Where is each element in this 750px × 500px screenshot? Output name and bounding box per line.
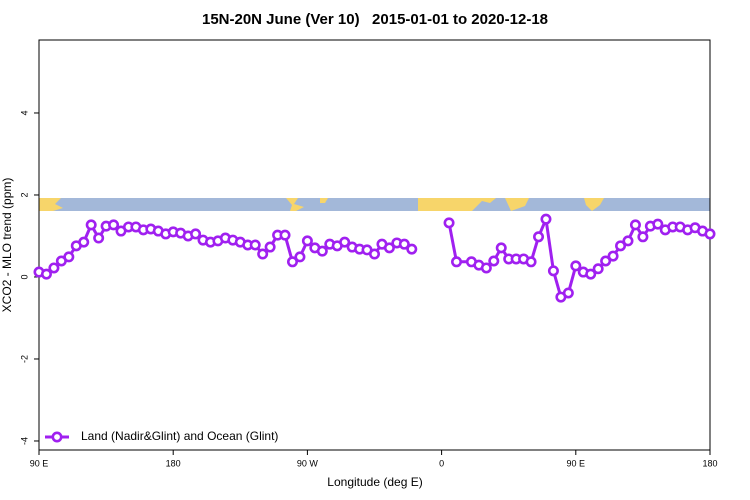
legend-marker bbox=[51, 431, 63, 443]
point bbox=[562, 287, 574, 299]
x-tick-label: 90 W bbox=[297, 458, 319, 468]
land bbox=[505, 198, 529, 211]
x-tick-label: 180 bbox=[166, 458, 181, 468]
point bbox=[40, 268, 52, 280]
point bbox=[93, 232, 105, 244]
point bbox=[108, 219, 120, 231]
y-tick-label: 2 bbox=[19, 192, 29, 197]
point bbox=[301, 235, 313, 247]
point bbox=[443, 217, 455, 229]
land bbox=[418, 198, 496, 211]
point bbox=[190, 228, 202, 240]
point bbox=[615, 240, 627, 252]
x-tick-label: 0 bbox=[439, 458, 444, 468]
x-tick-label: 180 bbox=[702, 458, 717, 468]
point bbox=[607, 250, 619, 262]
plot-frame bbox=[38, 39, 711, 451]
land bbox=[320, 198, 328, 203]
y-axis-label: XCO2 - MLO trend (ppm) bbox=[0, 178, 14, 313]
point bbox=[78, 236, 90, 248]
point bbox=[704, 228, 716, 240]
y-tick-label: -4 bbox=[19, 437, 29, 445]
ocean-band bbox=[39, 198, 710, 211]
point bbox=[547, 265, 559, 277]
point bbox=[480, 262, 492, 274]
point bbox=[286, 256, 298, 268]
point bbox=[339, 236, 351, 248]
point bbox=[451, 256, 463, 268]
point bbox=[570, 260, 582, 272]
point bbox=[525, 256, 537, 268]
land bbox=[286, 198, 304, 211]
x-axis-label: Longitude (deg E) bbox=[327, 475, 422, 489]
point bbox=[533, 231, 545, 243]
point bbox=[629, 219, 641, 231]
point bbox=[85, 219, 97, 231]
point bbox=[257, 248, 269, 260]
point bbox=[406, 243, 418, 255]
y-tick-label: 0 bbox=[19, 274, 29, 279]
point bbox=[383, 242, 395, 254]
point bbox=[264, 241, 276, 253]
y-tick-label: 4 bbox=[19, 110, 29, 115]
point bbox=[316, 245, 328, 257]
point bbox=[488, 255, 500, 267]
point bbox=[652, 218, 664, 230]
point bbox=[294, 251, 306, 263]
land bbox=[39, 198, 63, 211]
point bbox=[495, 242, 507, 254]
point bbox=[585, 268, 597, 280]
point bbox=[398, 238, 410, 250]
point bbox=[540, 213, 552, 225]
x-tick-label: 90 E bbox=[567, 458, 586, 468]
point bbox=[368, 248, 380, 260]
point bbox=[249, 239, 261, 251]
map-strip bbox=[39, 198, 710, 211]
point bbox=[63, 251, 75, 263]
y-tick-label: -2 bbox=[19, 355, 29, 363]
point bbox=[600, 255, 612, 267]
point bbox=[622, 235, 634, 247]
point bbox=[637, 231, 649, 243]
legend-label: Land (Nadir&Glint) and Ocean (Glint) bbox=[81, 429, 278, 443]
point bbox=[48, 262, 60, 274]
point bbox=[279, 229, 291, 241]
land bbox=[584, 198, 604, 211]
chart-title: 15N-20N June (Ver 10) 2015-01-01 to 2020… bbox=[202, 11, 548, 28]
x-tick-label: 90 E bbox=[30, 458, 49, 468]
point bbox=[592, 263, 604, 275]
